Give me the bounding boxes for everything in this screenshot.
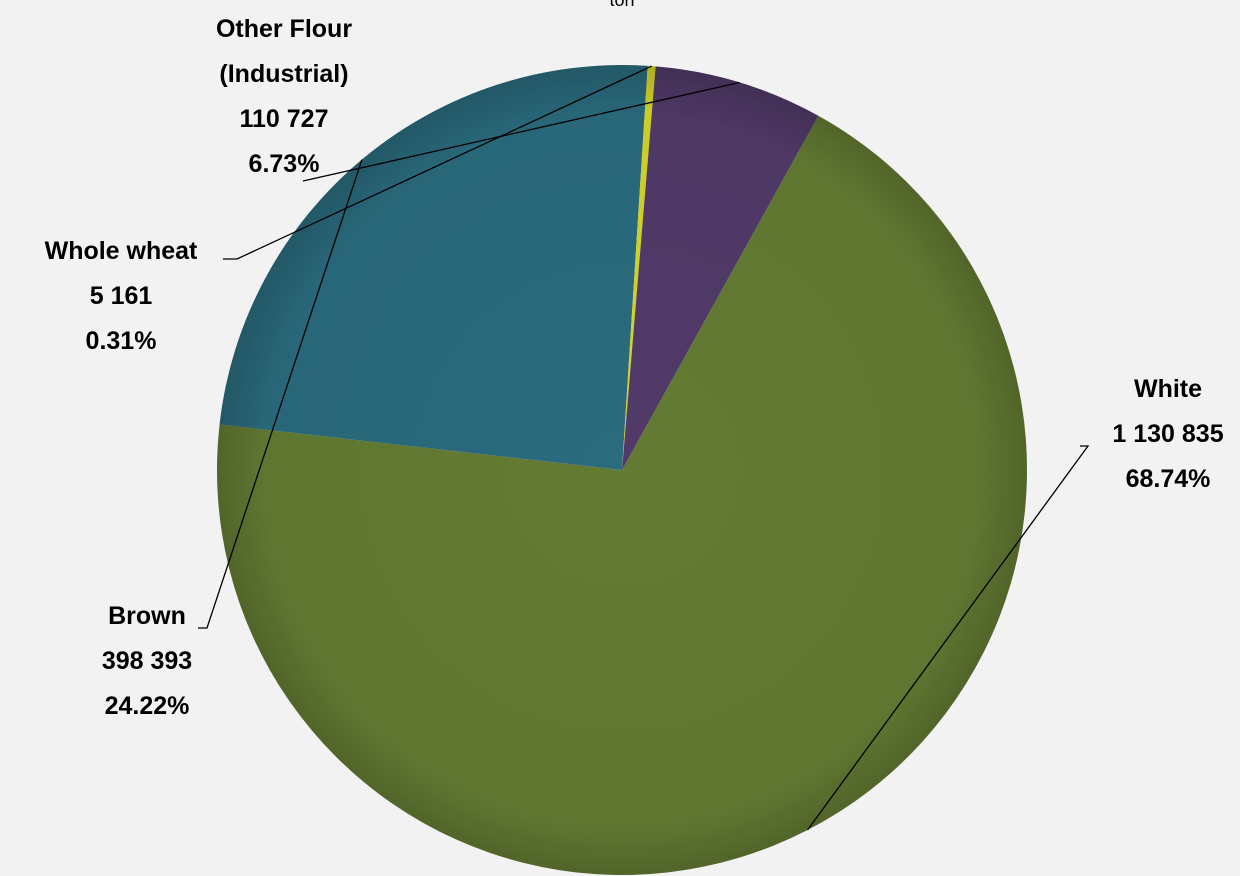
leader-line-white (807, 445, 1090, 831)
slice-label-other-flour-industrial-value: 110 727 (240, 105, 329, 133)
slice-label-other-flour-industrial-name-1: (Industrial) (219, 60, 348, 88)
pie-shading (217, 65, 1027, 875)
leader-line-brown (198, 159, 363, 629)
slice-label-brown-value: 398 393 (102, 647, 192, 675)
slice-label-other-flour-industrial-name-0: Other Flour (216, 15, 352, 43)
leader-lines (198, 65, 1090, 831)
slice-label-whole-wheat-value: 5 161 (90, 282, 153, 310)
slice-label-white-name: White (1134, 375, 1202, 403)
slice-label-whole-wheat-name: Whole wheat (45, 237, 198, 265)
slice-label-white-value: 1 130 835 (1112, 420, 1223, 448)
chart-top-text: ton (609, 0, 634, 10)
slice-label-brown-percent: 24.22% (105, 692, 190, 720)
leader-line-whole-wheat (223, 65, 652, 260)
slice-label-whole-wheat-percent: 0.31% (86, 327, 157, 355)
leader-line-other-flour-industrial (302, 81, 740, 182)
slice-label-brown-name: Brown (108, 602, 186, 630)
pie-slices (216, 64, 1028, 875)
slice-labels: White 1 130 835 68.74% Brown 398 393 24.22% Wh… (45, 15, 1224, 720)
slice-label-white-percent: 68.74% (1126, 465, 1211, 493)
slice-label-other-flour-industrial-percent: 6.73% (249, 150, 320, 178)
